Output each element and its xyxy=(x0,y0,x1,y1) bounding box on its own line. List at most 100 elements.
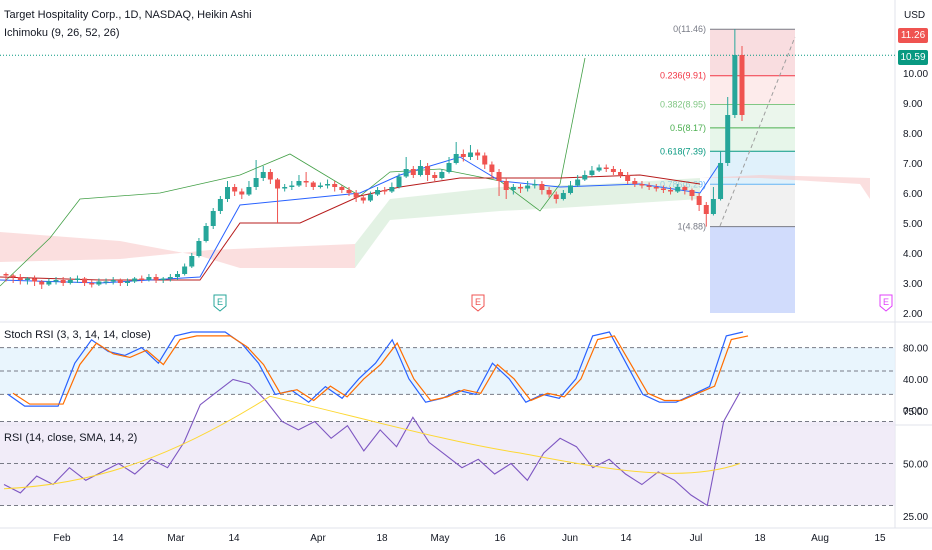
candle-body xyxy=(589,170,595,175)
ichimoku-cloud xyxy=(0,54,895,287)
time-axis-label: Jul xyxy=(690,533,703,544)
candle-body xyxy=(453,154,459,163)
time-axis-label: 16 xyxy=(494,533,506,544)
rsi-axis-label: 75.00 xyxy=(903,407,928,418)
candle-body xyxy=(689,190,695,196)
fib-zone xyxy=(710,184,795,227)
symbol-legend[interactable]: Target Hospitality Corp., 1D, NASDAQ, He… xyxy=(4,9,252,21)
candle-body xyxy=(196,241,202,256)
currency-label[interactable]: USD xyxy=(904,10,926,21)
candle-body xyxy=(710,199,716,214)
time-axis-label: 18 xyxy=(376,533,388,544)
stoch-rsi-legend[interactable]: Stoch RSI (3, 3, 14, 14, close) xyxy=(4,329,151,341)
candle-body xyxy=(682,187,688,190)
candle-body xyxy=(146,277,152,280)
high-price-tag: 11.26 xyxy=(898,28,928,43)
candle-body xyxy=(282,187,288,189)
candle-body xyxy=(32,278,38,282)
time-axis-label: Feb xyxy=(53,533,71,544)
price-axis-label: 8.00 xyxy=(903,129,923,140)
candle-body xyxy=(3,274,9,276)
candle-body xyxy=(525,185,531,189)
candle-body xyxy=(67,280,73,283)
stoch-axis-label: 40.00 xyxy=(903,375,928,386)
candle-body xyxy=(546,190,552,195)
candle-body xyxy=(367,194,373,201)
candle-body xyxy=(74,278,80,280)
earnings-marker xyxy=(879,294,893,312)
fib-level-label: 1(4.88) xyxy=(677,222,706,232)
candle-body xyxy=(132,278,138,282)
candle-body xyxy=(189,256,195,267)
candle-body xyxy=(539,184,545,190)
candle-body xyxy=(117,280,123,283)
candle-body xyxy=(53,280,59,282)
fib-zone xyxy=(710,29,795,76)
candle-body xyxy=(275,179,281,189)
candle-body xyxy=(575,179,581,186)
candle-body xyxy=(332,184,338,187)
stoch-rsi-pane xyxy=(0,331,895,407)
candle-body xyxy=(232,187,238,192)
fib-zone xyxy=(710,226,795,313)
candle-body xyxy=(203,226,209,241)
candle-body xyxy=(296,181,302,186)
candle-body xyxy=(124,281,130,283)
candle-body xyxy=(217,199,223,211)
candle-body xyxy=(703,205,709,214)
candle-body xyxy=(675,187,681,192)
last-price-tag: 10.59 xyxy=(898,50,928,65)
candle-body xyxy=(560,193,566,199)
candle-body xyxy=(360,197,366,201)
candle-body xyxy=(267,172,273,180)
fib-trend-line xyxy=(719,36,796,227)
candle-body xyxy=(39,281,45,285)
candle-body xyxy=(210,211,216,226)
ichimoku-legend[interactable]: Ichimoku (9, 26, 52, 26) xyxy=(4,27,120,39)
earnings-marker xyxy=(471,294,485,312)
rsi-ma-line xyxy=(3,395,741,490)
candle-body xyxy=(289,185,295,187)
candle-body xyxy=(382,190,388,192)
candle-body xyxy=(110,280,116,282)
fib-level-label: 0.5(8.17) xyxy=(670,123,706,133)
candle-body xyxy=(46,281,52,285)
time-axis-label: 14 xyxy=(228,533,240,544)
candle-body xyxy=(639,184,645,186)
candle-body xyxy=(239,191,245,195)
candle-body xyxy=(632,181,638,184)
candle-body xyxy=(353,193,359,198)
candle-body xyxy=(625,175,631,181)
candle-body xyxy=(596,167,602,171)
time-axis-label: 14 xyxy=(112,533,124,544)
fib-retracement[interactable]: 0(11.46) 0.236(9.91) 0.382(8.95) 0.5(8.17) 0… xyxy=(660,24,796,313)
candle-body xyxy=(610,169,616,172)
candle-body xyxy=(182,266,188,274)
candle-body xyxy=(346,190,352,193)
candle-body xyxy=(325,184,331,186)
candle-body xyxy=(739,55,745,115)
candle-body xyxy=(260,172,266,178)
price-axis-label: 9.00 xyxy=(903,99,923,110)
cloud-bear xyxy=(0,232,355,268)
chikou-span xyxy=(0,57,586,287)
candle-body xyxy=(718,163,724,199)
candle-body xyxy=(668,190,674,192)
rsi-axis-label: 25.00 xyxy=(903,512,928,523)
candle-body xyxy=(339,187,345,190)
candle-body xyxy=(503,181,509,190)
candle-body xyxy=(532,184,538,186)
rsi-legend[interactable]: RSI (14, close, SMA, 14, 2) xyxy=(4,432,138,444)
price-axis-label: 4.00 xyxy=(903,249,923,260)
stoch-axis-label: 0.00 xyxy=(903,406,923,417)
candle-body xyxy=(425,166,431,175)
candle-body xyxy=(89,283,95,285)
time-axis-label: Mar xyxy=(167,533,185,544)
fib-zone xyxy=(710,75,795,105)
price-axis-label: 5.00 xyxy=(903,219,923,230)
time-axis-label: 14 xyxy=(620,533,632,544)
candle-body xyxy=(303,181,309,183)
fib-level-label: 0.236(9.91) xyxy=(660,71,706,81)
